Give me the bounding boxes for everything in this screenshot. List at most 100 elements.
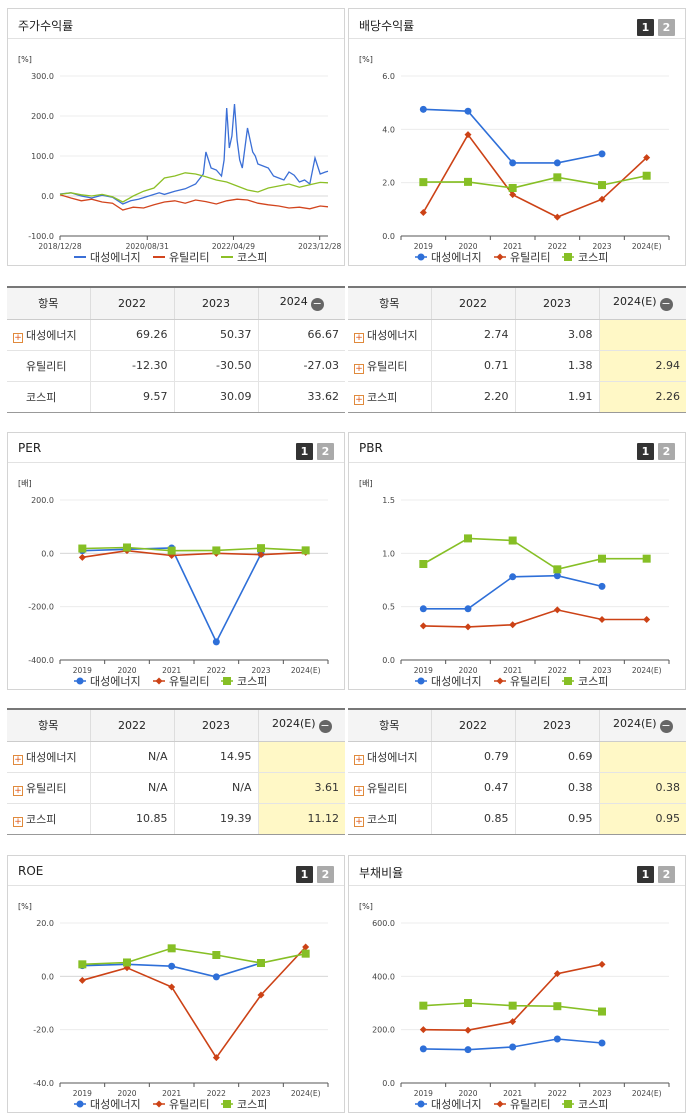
expand-icon[interactable]: + <box>354 394 364 405</box>
data-point[interactable] <box>464 177 472 186</box>
data-point[interactable] <box>167 944 176 953</box>
legend-label[interactable]: 유틸리티 <box>510 251 550 264</box>
data-point[interactable] <box>553 606 561 614</box>
data-point[interactable] <box>598 181 606 190</box>
data-point[interactable] <box>464 623 472 631</box>
legend-label[interactable]: 코스피 <box>578 251 608 264</box>
legend-label[interactable]: 대성에너지 <box>431 1098 482 1111</box>
data-point[interactable] <box>642 554 651 563</box>
data-point[interactable] <box>419 209 427 217</box>
expand-icon[interactable]: + <box>13 754 23 765</box>
data-point[interactable] <box>419 1026 427 1034</box>
expand-icon[interactable]: + <box>354 332 364 343</box>
data-point[interactable] <box>553 572 561 580</box>
period-button-2[interactable]: 2 <box>658 19 675 36</box>
period-button-2[interactable]: 2 <box>658 866 675 883</box>
data-point[interactable] <box>464 131 472 139</box>
data-point[interactable] <box>212 1054 220 1062</box>
expand-icon[interactable]: + <box>13 816 23 827</box>
data-point[interactable] <box>553 1035 561 1043</box>
collapse-icon[interactable]: − <box>659 297 673 312</box>
data-point[interactable] <box>598 554 606 563</box>
data-point[interactable] <box>508 184 517 192</box>
data-point[interactable] <box>598 960 606 968</box>
data-point[interactable] <box>553 173 562 182</box>
legend-label[interactable]: 코스피 <box>237 675 267 688</box>
legend-label[interactable]: 대성에너지 <box>90 251 141 264</box>
data-point[interactable] <box>212 951 221 959</box>
legend-label[interactable]: 유틸리티 <box>510 675 550 688</box>
data-point[interactable] <box>643 154 651 162</box>
data-point[interactable] <box>509 1043 517 1051</box>
collapse-icon[interactable]: − <box>318 719 332 734</box>
legend-label[interactable]: 대성에너지 <box>90 1098 141 1111</box>
legend-label[interactable]: 대성에너지 <box>431 675 482 688</box>
data-point[interactable] <box>419 1045 427 1053</box>
legend-label[interactable]: 코스피 <box>578 1098 608 1111</box>
data-point[interactable] <box>168 962 176 970</box>
data-point[interactable] <box>598 1007 606 1016</box>
legend-label[interactable]: 유틸리티 <box>169 675 209 688</box>
data-point[interactable] <box>123 964 131 972</box>
legend-label[interactable]: 코스피 <box>237 1098 267 1111</box>
data-point[interactable] <box>123 958 131 967</box>
expand-icon[interactable]: + <box>354 754 364 765</box>
data-point[interactable] <box>643 615 651 623</box>
period-button-1[interactable]: 1 <box>637 866 654 883</box>
data-point[interactable] <box>419 622 427 630</box>
legend-label[interactable]: 코스피 <box>237 251 267 264</box>
expand-icon[interactable]: + <box>354 816 364 827</box>
data-point[interactable] <box>78 960 87 969</box>
data-point[interactable] <box>508 1001 517 1010</box>
data-point[interactable] <box>598 615 606 623</box>
period-button-2[interactable]: 2 <box>317 443 334 460</box>
data-point[interactable] <box>419 178 428 187</box>
data-point[interactable] <box>509 159 517 167</box>
data-point[interactable] <box>598 195 606 203</box>
data-point[interactable] <box>419 105 427 113</box>
data-point[interactable] <box>553 213 561 221</box>
data-point[interactable] <box>598 150 606 158</box>
legend-label[interactable]: 코스피 <box>578 675 608 688</box>
data-point[interactable] <box>464 1046 472 1054</box>
collapse-icon[interactable]: − <box>310 297 324 312</box>
expand-icon[interactable]: + <box>354 785 364 796</box>
data-point[interactable] <box>419 560 428 568</box>
data-point[interactable] <box>78 544 87 553</box>
data-point[interactable] <box>419 1001 428 1010</box>
data-point[interactable] <box>257 959 265 967</box>
data-point[interactable] <box>598 582 606 590</box>
data-point[interactable] <box>508 536 517 545</box>
data-point[interactable] <box>553 159 561 167</box>
data-point[interactable] <box>509 573 517 581</box>
data-point[interactable] <box>123 543 131 552</box>
data-point[interactable] <box>301 546 310 555</box>
legend-label[interactable]: 대성에너지 <box>431 251 482 264</box>
legend-label[interactable]: 유틸리티 <box>510 1098 550 1111</box>
data-point[interactable] <box>212 546 221 555</box>
period-button-2[interactable]: 2 <box>658 443 675 460</box>
data-point[interactable] <box>553 565 562 574</box>
data-point[interactable] <box>464 999 472 1007</box>
data-point[interactable] <box>301 949 310 958</box>
data-point[interactable] <box>78 976 86 984</box>
data-point[interactable] <box>168 983 176 991</box>
period-button-2[interactable]: 2 <box>317 866 334 883</box>
data-point[interactable] <box>212 973 220 981</box>
data-point[interactable] <box>509 621 517 629</box>
data-point[interactable] <box>167 546 176 555</box>
data-point[interactable] <box>598 1039 606 1047</box>
data-point[interactable] <box>553 970 561 978</box>
data-point[interactable] <box>464 605 472 613</box>
data-point[interactable] <box>257 991 265 999</box>
data-point[interactable] <box>302 943 310 951</box>
expand-icon[interactable]: + <box>354 363 364 374</box>
data-point[interactable] <box>212 638 220 646</box>
data-point[interactable] <box>419 605 427 613</box>
data-point[interactable] <box>78 553 86 561</box>
legend-label[interactable]: 대성에너지 <box>90 675 141 688</box>
period-button-1[interactable]: 1 <box>296 443 313 460</box>
data-point[interactable] <box>464 1026 472 1034</box>
period-button-1[interactable]: 1 <box>637 19 654 36</box>
expand-icon[interactable]: + <box>13 785 23 796</box>
